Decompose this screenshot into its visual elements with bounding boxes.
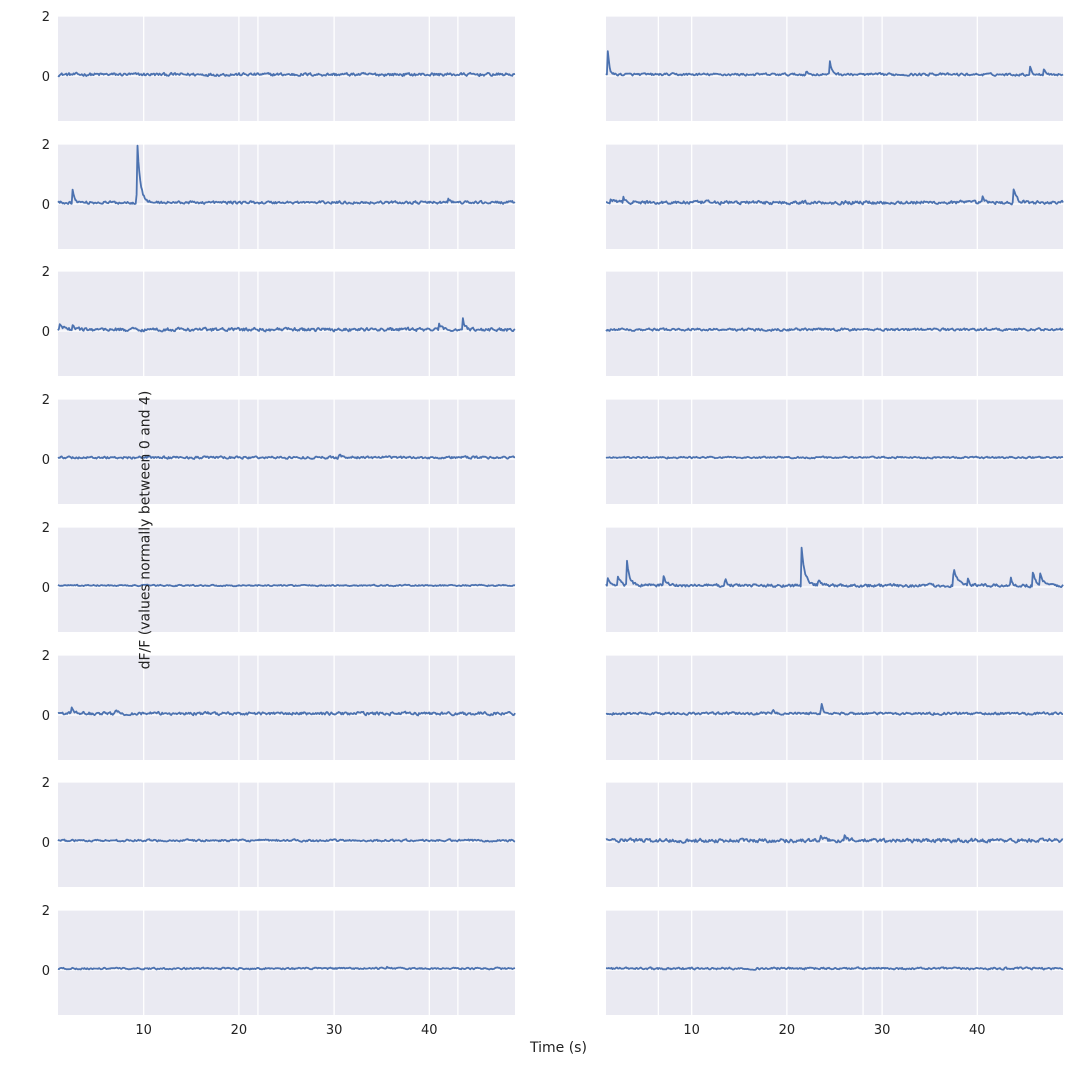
trace-line xyxy=(57,453,516,460)
panel-4 xyxy=(606,143,1064,249)
panel-15: 0 2 10 20 30 40 xyxy=(42,904,516,1038)
x-tick-label: 40 xyxy=(421,1023,438,1038)
y-tick-label: 2 xyxy=(42,776,50,791)
panel-13: 02 xyxy=(42,776,516,887)
y-tick-label: 2 xyxy=(42,649,50,664)
panel-6 xyxy=(605,270,1064,376)
y-tick-label: 2 xyxy=(42,904,50,919)
x-tick-label: 10 xyxy=(683,1023,700,1038)
panel-background xyxy=(606,782,1063,887)
trace-line xyxy=(605,966,1064,971)
panel-16: 10 20 30 40 xyxy=(605,909,1064,1038)
panel-3: 02 xyxy=(42,138,516,249)
panel-2 xyxy=(605,15,1064,121)
panel-background xyxy=(58,144,515,249)
panel-9: 02 xyxy=(42,521,516,632)
panel-background xyxy=(58,399,515,504)
panel-background xyxy=(58,271,515,376)
y-tick-label: 0 xyxy=(42,453,50,468)
trace-line xyxy=(57,965,516,971)
panel-background xyxy=(58,16,515,121)
trace-line xyxy=(605,455,1064,460)
x-tick-label: 40 xyxy=(969,1023,986,1038)
panel-7: 02 xyxy=(42,393,516,504)
trace-line xyxy=(605,834,1064,844)
x-tick-label: 30 xyxy=(874,1023,891,1038)
y-tick-label: 2 xyxy=(42,393,50,408)
y-axis-label: dF/F (values normally between 0 and 4) xyxy=(137,390,154,670)
x-tick-label: 20 xyxy=(779,1023,796,1038)
trace-line xyxy=(605,546,1064,589)
panel-background xyxy=(58,527,515,632)
panel-background xyxy=(58,782,515,887)
y-tick-label: 0 xyxy=(42,836,50,851)
x-axis-label: Time (s) xyxy=(530,1040,587,1056)
trace-line xyxy=(57,317,516,333)
panel-10 xyxy=(605,526,1064,632)
trace-line xyxy=(605,50,1064,77)
panel-8 xyxy=(605,398,1064,504)
panel-11: 02 xyxy=(42,649,516,760)
panel-14 xyxy=(605,781,1064,887)
y-tick-label: 2 xyxy=(42,265,50,280)
panel-5: 02 xyxy=(42,265,516,376)
panel-background xyxy=(58,655,515,760)
panel-background xyxy=(606,16,1063,121)
x-tick-label: 10 xyxy=(135,1023,152,1038)
panel-background xyxy=(606,910,1063,1015)
x-tick-label: 20 xyxy=(231,1023,248,1038)
panel-background xyxy=(606,399,1063,504)
x-tick-label: 30 xyxy=(326,1023,343,1038)
y-tick-label: 0 xyxy=(42,325,50,340)
y-tick-label: 0 xyxy=(42,198,50,213)
y-tick-label: 2 xyxy=(42,521,50,536)
y-tick-label: 0 xyxy=(42,70,50,85)
y-tick-label: 2 xyxy=(42,138,50,153)
panel-background xyxy=(606,144,1063,249)
trace-line xyxy=(605,327,1064,332)
trace-line xyxy=(57,838,516,843)
trace-line xyxy=(57,706,516,717)
trace-line xyxy=(606,188,1064,206)
panel-12 xyxy=(605,654,1063,760)
trace-line xyxy=(57,144,516,205)
panel-1: 02 xyxy=(42,10,516,121)
panel-background xyxy=(606,527,1063,632)
trace-line xyxy=(57,71,516,78)
trace-line xyxy=(605,703,1063,716)
y-tick-label: 0 xyxy=(42,964,50,979)
panel-background xyxy=(58,910,515,1015)
y-tick-label: 2 xyxy=(42,10,50,25)
panel-background xyxy=(606,271,1063,376)
panel-background xyxy=(606,655,1063,760)
trace-line xyxy=(57,583,516,588)
y-tick-label: 0 xyxy=(42,581,50,596)
y-tick-label: 0 xyxy=(42,709,50,724)
